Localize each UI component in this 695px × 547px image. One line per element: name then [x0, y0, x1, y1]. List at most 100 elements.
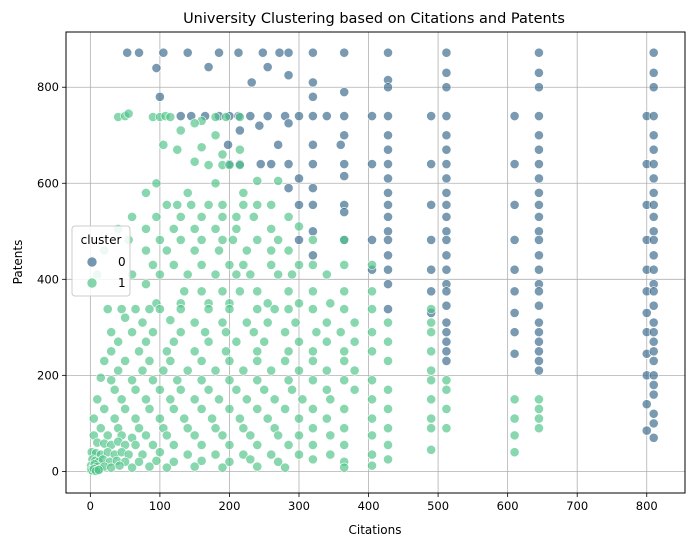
point-cluster-0 — [339, 87, 350, 97]
point-cluster-0 — [534, 111, 544, 121]
point-cluster-1 — [321, 365, 332, 376]
point-cluster-1 — [106, 346, 117, 357]
legend-box — [71, 225, 131, 297]
point-cluster-1 — [367, 449, 377, 460]
point-cluster-1 — [175, 304, 186, 314]
point-cluster-1 — [339, 356, 350, 366]
point-cluster-0 — [509, 111, 520, 121]
point-cluster-1 — [102, 304, 113, 314]
point-cluster-1 — [280, 404, 290, 414]
point-cluster-1 — [154, 447, 165, 458]
point-cluster-1 — [266, 449, 277, 460]
point-cluster-1 — [252, 346, 263, 357]
point-cluster-1 — [123, 108, 134, 119]
point-cluster-0 — [308, 199, 318, 210]
point-cluster-1 — [106, 462, 117, 473]
point-cluster-1 — [308, 286, 318, 297]
point-cluster-1 — [221, 327, 231, 338]
point-cluster-1 — [148, 440, 158, 450]
point-cluster-1 — [367, 430, 377, 441]
point-cluster-1 — [534, 394, 544, 405]
point-cluster-1 — [245, 454, 256, 465]
point-cluster-0 — [339, 130, 350, 141]
point-cluster-1 — [127, 462, 137, 473]
point-cluster-1 — [168, 260, 179, 270]
point-cluster-1 — [308, 404, 318, 414]
point-cluster-0 — [151, 63, 162, 73]
point-cluster-1 — [175, 125, 186, 136]
legend-marker-0 — [86, 256, 98, 268]
point-cluster-1 — [141, 430, 151, 441]
point-cluster-1 — [294, 430, 304, 441]
point-cluster-1 — [321, 413, 332, 424]
point-cluster-1 — [383, 423, 393, 434]
point-cluster-0 — [648, 317, 659, 328]
point-cluster-1 — [367, 286, 377, 297]
point-cluster-0 — [641, 425, 652, 436]
point-cluster-0 — [534, 159, 544, 169]
point-cluster-1 — [426, 413, 437, 424]
point-cluster-1 — [217, 430, 228, 441]
point-cluster-0 — [367, 111, 377, 121]
point-cluster-1 — [509, 447, 520, 458]
x-tick-label: 200 — [218, 499, 240, 513]
point-cluster-1 — [231, 384, 242, 395]
point-cluster-0 — [283, 47, 294, 58]
point-cluster-1 — [259, 336, 270, 347]
point-cluster-1 — [297, 394, 308, 405]
point-cluster-1 — [161, 199, 172, 210]
point-cluster-1 — [172, 375, 183, 386]
point-cluster-1 — [154, 384, 165, 395]
point-cluster-1 — [200, 327, 211, 338]
point-cluster-1 — [273, 235, 284, 245]
y-axis-ticks: 0 200 400 600 800 — [37, 80, 66, 478]
point-cluster-1 — [294, 336, 304, 347]
point-cluster-1 — [273, 269, 284, 280]
point-cluster-1 — [241, 245, 252, 256]
point-cluster-1 — [252, 404, 263, 414]
y-axis-label: Patents — [11, 240, 25, 285]
point-cluster-1 — [269, 394, 280, 405]
point-cluster-1 — [252, 199, 263, 210]
point-cluster-1 — [234, 413, 245, 424]
point-cluster-1 — [339, 404, 350, 414]
point-cluster-0 — [534, 356, 544, 366]
point-cluster-1 — [154, 413, 165, 424]
point-cluster-1 — [217, 286, 228, 297]
point-cluster-0 — [648, 187, 659, 198]
point-cluster-1 — [308, 260, 318, 270]
point-cluster-1 — [189, 461, 200, 472]
point-cluster-1 — [144, 404, 155, 414]
point-cluster-1 — [130, 440, 141, 450]
point-cluster-1 — [165, 112, 176, 122]
point-cluster-1 — [144, 461, 155, 472]
point-cluster-1 — [168, 456, 179, 467]
point-cluster-0 — [648, 235, 659, 245]
point-cluster-1 — [335, 327, 346, 338]
point-cluster-0 — [426, 159, 437, 169]
point-cluster-0 — [308, 77, 318, 88]
point-cluster-1 — [339, 346, 350, 357]
point-cluster-0 — [283, 70, 294, 81]
point-cluster-0 — [534, 346, 544, 357]
point-cluster-1 — [238, 423, 249, 434]
point-cluster-1 — [224, 304, 235, 314]
point-cluster-0 — [154, 91, 165, 102]
point-cluster-1 — [294, 413, 304, 424]
point-cluster-1 — [339, 375, 350, 386]
point-cluster-1 — [196, 440, 207, 450]
point-cluster-0 — [509, 286, 520, 297]
point-cluster-1 — [203, 336, 214, 347]
point-cluster-0 — [648, 336, 659, 347]
point-cluster-1 — [245, 430, 256, 441]
point-cluster-1 — [130, 413, 141, 424]
point-cluster-1 — [383, 440, 393, 450]
point-cluster-0 — [648, 159, 659, 169]
point-cluster-1 — [161, 462, 172, 473]
point-cluster-0 — [648, 111, 659, 121]
point-cluster-1 — [165, 315, 176, 326]
point-cluster-0 — [441, 199, 452, 210]
x-tick-label: 400 — [358, 499, 380, 513]
point-cluster-0 — [367, 235, 377, 245]
point-cluster-1 — [367, 346, 377, 357]
